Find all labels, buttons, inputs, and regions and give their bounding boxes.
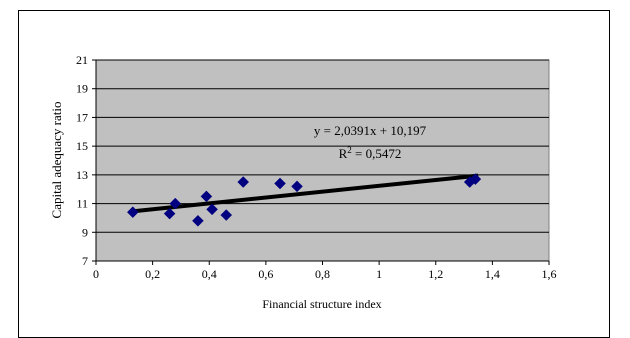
data-point (274, 177, 286, 190)
data-point (206, 203, 218, 216)
y-tick-label: 9 (82, 225, 88, 239)
data-point (469, 173, 482, 186)
data-point (291, 180, 303, 193)
x-tick-label: 1,4 (485, 267, 500, 281)
y-tick-label: 15 (76, 139, 88, 153)
data-point (126, 206, 139, 219)
y-tick-label: 7 (82, 254, 88, 268)
data-point (192, 214, 204, 227)
trendline-equation: y = 2,0391x + 10,197 (314, 123, 427, 138)
y-tick-label: 13 (76, 168, 88, 182)
x-tick-label: 1,2 (428, 267, 443, 281)
x-tick-label: 0 (93, 267, 99, 281)
x-tick-label: 1 (376, 267, 382, 281)
data-point (220, 209, 233, 221)
trendline-r-squared: R2 = 0,5472 (339, 145, 402, 161)
data-point (163, 207, 176, 220)
x-tick-label: 0,4 (202, 267, 217, 281)
y-tick-label: 17 (76, 110, 88, 124)
x-tick-label: 0,2 (145, 267, 160, 281)
x-tick-label: 0,8 (315, 267, 330, 281)
trendline-group (129, 173, 479, 214)
data-point (200, 190, 213, 203)
data-point (169, 197, 182, 210)
x-axis-title: Financial structure index (262, 297, 381, 311)
y-axis-ticks: 7 9 11 13 15 17 19 21 (76, 53, 96, 268)
x-axis-ticks: 0 0,2 0,4 0,6 0,8 1 1,2 1,4 1,6 (93, 261, 557, 281)
plot-area (95, 59, 550, 262)
data-point (237, 176, 250, 188)
y-tick-label: 21 (76, 53, 88, 67)
x-tick-label: 0,6 (258, 267, 273, 281)
y-tick-label: 11 (76, 197, 88, 211)
y-tick-label: 19 (76, 82, 88, 96)
data-points (126, 173, 482, 227)
trendline (129, 173, 479, 214)
x-tick-label: 1,6 (542, 267, 557, 281)
y-axis-title: Capital adequacy ratio (49, 102, 64, 219)
